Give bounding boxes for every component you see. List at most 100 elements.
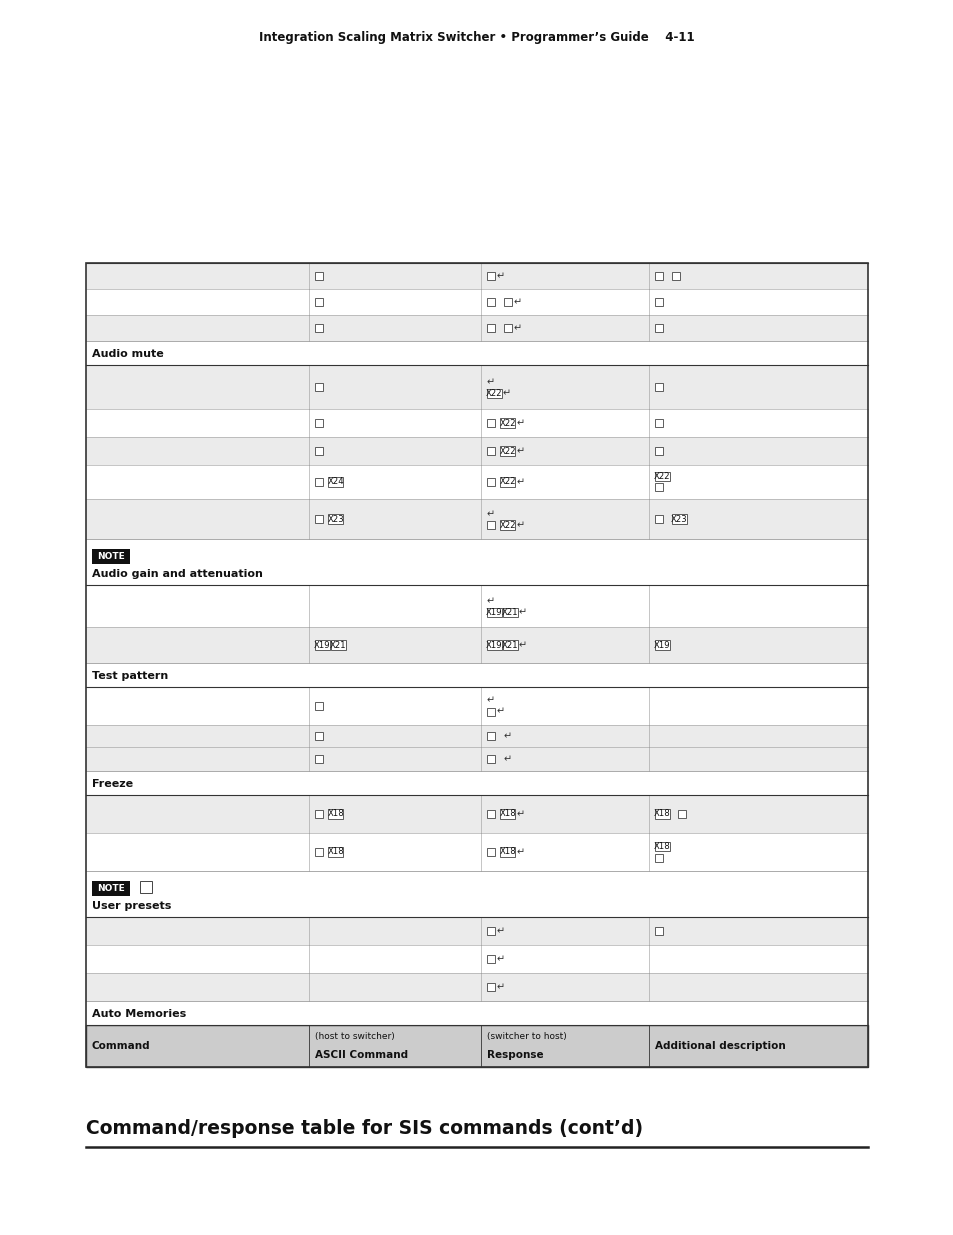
- Bar: [86, 315, 867, 341]
- Bar: [499, 419, 515, 427]
- Bar: [486, 608, 501, 616]
- Bar: [655, 515, 662, 522]
- Text: Audio gain and attenuation: Audio gain and attenuation: [91, 569, 263, 579]
- Bar: [655, 927, 662, 935]
- Bar: [486, 324, 494, 332]
- Bar: [486, 927, 494, 935]
- Bar: [86, 1025, 867, 1067]
- Bar: [486, 641, 501, 650]
- Bar: [486, 447, 494, 454]
- Bar: [91, 881, 130, 897]
- Bar: [655, 483, 662, 492]
- Bar: [655, 842, 669, 851]
- Text: NOTE: NOTE: [97, 552, 125, 561]
- Text: X22: X22: [654, 472, 670, 480]
- Bar: [486, 848, 494, 856]
- Bar: [86, 832, 867, 871]
- Text: (host to switcher): (host to switcher): [314, 1032, 395, 1041]
- Text: ↵: ↵: [497, 982, 504, 992]
- Text: ↵: ↵: [497, 926, 504, 936]
- Bar: [314, 324, 322, 332]
- Bar: [499, 478, 515, 487]
- Text: X22: X22: [498, 419, 516, 427]
- Text: (switcher to host): (switcher to host): [486, 1032, 566, 1041]
- Bar: [86, 263, 867, 1067]
- Bar: [499, 809, 515, 819]
- Text: ↵: ↵: [516, 477, 524, 487]
- Bar: [86, 747, 867, 771]
- Bar: [328, 515, 343, 524]
- Bar: [499, 847, 515, 857]
- Bar: [499, 520, 515, 530]
- Bar: [503, 324, 511, 332]
- Text: ↵: ↵: [518, 640, 526, 650]
- Text: ↵: ↵: [516, 417, 524, 429]
- Text: X19: X19: [485, 641, 502, 650]
- Bar: [502, 608, 517, 616]
- Bar: [86, 871, 867, 918]
- Bar: [486, 272, 494, 280]
- Text: Freeze: Freeze: [91, 779, 133, 789]
- Bar: [486, 955, 494, 963]
- Bar: [86, 687, 867, 725]
- Text: X19: X19: [654, 641, 670, 650]
- Text: ↵: ↵: [497, 270, 504, 282]
- Bar: [86, 409, 867, 437]
- Text: User presets: User presets: [91, 902, 172, 911]
- Bar: [314, 383, 322, 390]
- Bar: [86, 437, 867, 466]
- Bar: [655, 298, 662, 306]
- Bar: [314, 755, 322, 763]
- Bar: [314, 732, 322, 740]
- Text: Command: Command: [91, 1041, 151, 1051]
- Bar: [655, 324, 662, 332]
- Text: Integration Scaling Matrix Switcher • Programmer’s Guide    4-11: Integration Scaling Matrix Switcher • Pr…: [259, 32, 694, 44]
- Bar: [91, 550, 130, 564]
- Bar: [86, 973, 867, 1002]
- Bar: [314, 810, 322, 818]
- Bar: [655, 272, 662, 280]
- Text: Additional description: Additional description: [655, 1041, 785, 1051]
- Bar: [503, 298, 511, 306]
- Bar: [86, 341, 867, 366]
- Bar: [328, 809, 343, 819]
- Bar: [486, 810, 494, 818]
- Text: X22: X22: [485, 389, 502, 398]
- Text: X23: X23: [671, 515, 687, 524]
- Bar: [314, 478, 322, 485]
- Bar: [655, 472, 669, 480]
- Text: X21: X21: [501, 608, 518, 616]
- Bar: [486, 298, 494, 306]
- Text: Test pattern: Test pattern: [91, 671, 168, 680]
- Text: X22: X22: [498, 520, 516, 530]
- Bar: [86, 499, 867, 538]
- Bar: [314, 515, 322, 522]
- Text: ↵: ↵: [513, 296, 521, 308]
- Bar: [486, 389, 501, 398]
- Bar: [502, 641, 517, 650]
- Bar: [86, 466, 867, 499]
- Text: X18: X18: [654, 842, 670, 851]
- Text: Response: Response: [486, 1050, 543, 1060]
- Bar: [671, 272, 679, 280]
- Bar: [314, 641, 330, 650]
- Bar: [655, 809, 669, 819]
- Bar: [486, 983, 494, 990]
- Text: X21: X21: [501, 641, 518, 650]
- Bar: [486, 521, 494, 529]
- Text: ↵: ↵: [503, 755, 512, 764]
- Text: X22: X22: [498, 447, 516, 456]
- Bar: [314, 703, 322, 710]
- Bar: [486, 478, 494, 485]
- Text: X18: X18: [327, 809, 344, 819]
- Bar: [86, 263, 867, 289]
- Text: ↵: ↵: [486, 378, 495, 388]
- Text: Command/response table for SIS commands (cont’d): Command/response table for SIS commands …: [86, 1119, 642, 1137]
- Text: ↵: ↵: [502, 389, 511, 399]
- Text: ↵: ↵: [516, 847, 524, 857]
- Bar: [86, 585, 867, 627]
- Text: X18: X18: [327, 847, 344, 857]
- Bar: [486, 708, 494, 715]
- Text: NOTE: NOTE: [97, 884, 125, 893]
- Bar: [86, 366, 867, 409]
